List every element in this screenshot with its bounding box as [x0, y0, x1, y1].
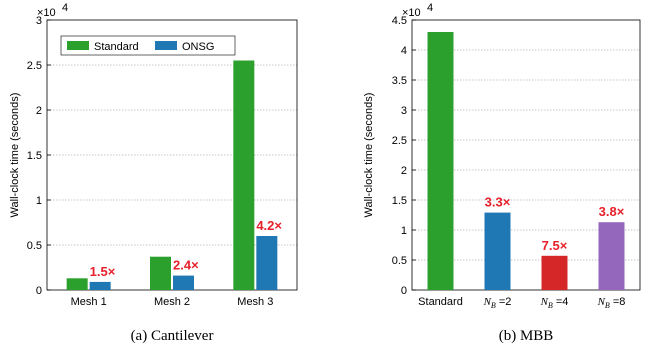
y-tick-label: 2.5	[27, 60, 42, 72]
y-tick-label: 1.5	[392, 195, 407, 207]
scale-exponent: 4	[62, 2, 68, 14]
x-tick-label: NB =4	[540, 296, 569, 310]
y-tick-label: 0	[36, 285, 42, 297]
y-tick-label: 1	[401, 225, 407, 237]
y-tick-label: 3	[36, 15, 42, 27]
scale-exponent: 4	[427, 2, 433, 14]
y-tick-label: 1	[36, 195, 42, 207]
x-tick-suffix: =8	[610, 296, 626, 308]
bar	[427, 32, 454, 290]
y-tick-label: 4.5	[392, 15, 407, 27]
y-tick-label: 2	[401, 165, 407, 177]
y-tick-label: 0	[401, 285, 407, 297]
x-tick-label: Mesh 1	[71, 296, 107, 308]
scale-factor: ×10	[402, 7, 421, 19]
x-tick-label: Standard	[418, 296, 463, 308]
x-tick-label: Mesh 3	[237, 296, 273, 308]
bar-standard	[150, 256, 171, 290]
y-tick-label: 1.5	[27, 150, 42, 162]
caption: (b) MBB	[499, 328, 554, 344]
legend-swatch	[155, 41, 177, 50]
x-tick-suffix: =2	[496, 296, 512, 308]
y-tick-label: 2.5	[392, 135, 407, 147]
bar	[598, 222, 625, 290]
x-tick-var: N	[597, 296, 606, 308]
bar-onsg	[173, 275, 194, 290]
bar	[541, 255, 568, 290]
bar	[484, 212, 511, 290]
speedup-annotation: 3.3×	[485, 195, 511, 210]
x-tick-var: N	[540, 296, 549, 308]
legend-box	[60, 35, 236, 56]
y-tick-label: 3	[401, 105, 407, 117]
bar-onsg	[256, 236, 278, 290]
speedup-annotation: 4.2×	[256, 218, 282, 233]
legend-swatch	[67, 41, 89, 50]
x-tick-subscript: B	[491, 301, 496, 310]
y-tick-label: 0.5	[392, 255, 407, 267]
bar-onsg	[89, 281, 111, 290]
y-axis-label: Wall-clock time (seconds)	[363, 93, 375, 218]
x-tick-subscript: B	[605, 301, 610, 310]
caption: (a) Cantilever	[131, 328, 214, 344]
x-tick-var: N	[483, 296, 492, 308]
y-axis-label: Wall-clock time (seconds)	[9, 93, 21, 218]
legend-label: ONSG	[182, 41, 214, 53]
x-tick-suffix: =4	[553, 296, 569, 308]
bar-standard	[233, 60, 255, 290]
axes-frame	[411, 19, 641, 291]
speedup-annotation: 3.8×	[599, 204, 625, 219]
y-tick-label: 0.5	[27, 240, 42, 252]
x-tick-label: NB =8	[597, 296, 626, 310]
y-tick-label: 3.5	[392, 75, 407, 87]
bar-standard	[66, 278, 88, 290]
x-tick-label: NB =2	[483, 296, 512, 310]
speedup-annotation: 1.5×	[90, 264, 116, 279]
speedup-annotation: 7.5×	[542, 238, 568, 253]
x-tick-label: Mesh 2	[154, 296, 190, 308]
y-tick-label: 4	[401, 45, 407, 57]
speedup-annotation: 2.4×	[173, 258, 199, 273]
y-tick-label: 2	[36, 105, 42, 117]
scale-factor: ×10	[37, 7, 56, 19]
x-tick-subscript: B	[548, 301, 553, 310]
legend-label: Standard	[94, 41, 139, 53]
